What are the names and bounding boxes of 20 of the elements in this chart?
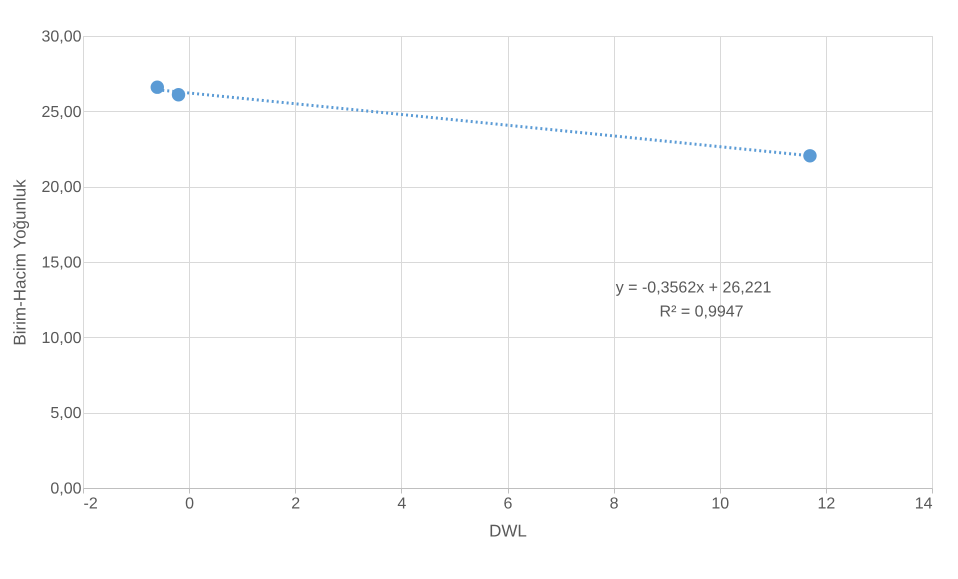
y-tick-label: 10,00: [41, 330, 82, 347]
x-tick-label: 12: [817, 496, 836, 512]
x-tick-label: 14: [914, 496, 933, 512]
y-tick-label: 0,00: [50, 480, 82, 498]
y-tick-label: 15,00: [41, 254, 82, 272]
x-tick-label: 6: [504, 496, 513, 512]
annotation: R² = 0,9947: [660, 303, 744, 320]
annotation: y = -0,3562x + 26,221: [616, 279, 772, 296]
x-tick-label: 4: [397, 496, 406, 512]
y-tick-label: 25,00: [41, 104, 82, 121]
x-tick-label: -2: [84, 496, 98, 512]
x-tick-label: 0: [185, 496, 194, 512]
x-tick-label: 8: [610, 496, 619, 512]
x-axis-title: DWL: [489, 522, 527, 540]
y-axis-title: Birim-Hacim Yoğunluk: [10, 178, 30, 346]
y-tick-label: 30,00: [41, 28, 82, 46]
y-tick-label: 20,00: [41, 179, 82, 196]
x-tick-label: 10: [711, 496, 730, 512]
y-tick-label: 5,00: [50, 405, 82, 422]
x-tick-label: 2: [291, 496, 300, 512]
